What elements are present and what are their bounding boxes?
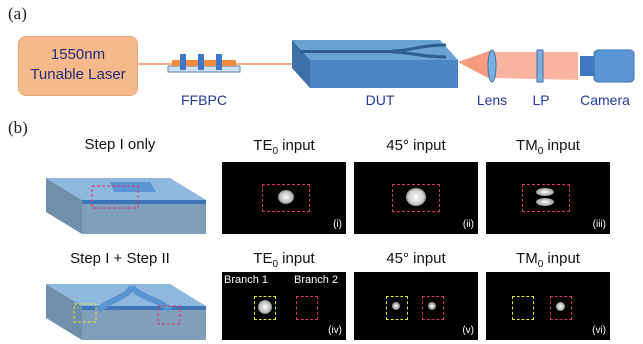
camera-image-vi: (vi) bbox=[486, 272, 610, 340]
subfigure-label-ii: (ii) bbox=[462, 219, 474, 230]
step-one-title: Step I only bbox=[84, 136, 156, 153]
subfigure-label-vi: (vi) bbox=[592, 325, 606, 336]
mode-spot bbox=[406, 188, 426, 206]
panel-a-label: (a) bbox=[8, 4, 27, 23]
branch-1-label: Branch 1 bbox=[224, 274, 269, 286]
lp-label: LP bbox=[532, 92, 550, 108]
lens-label: Lens bbox=[476, 92, 508, 108]
camera-image-ii: (ii) bbox=[354, 162, 478, 234]
tm0-input-title-row2: TM0 input bbox=[516, 250, 580, 270]
magenta-roi-box bbox=[392, 184, 440, 212]
yellow-roi-box bbox=[512, 296, 534, 320]
lens-icon bbox=[487, 49, 497, 83]
laser-type-label: Tunable Laser bbox=[30, 66, 126, 83]
magenta-roi-box bbox=[550, 296, 572, 320]
te0-input-title-row1: TE0 input bbox=[253, 137, 315, 157]
ffbpc-label: FFBPC bbox=[181, 92, 227, 108]
camera-image-iii: (iii) bbox=[486, 162, 610, 234]
panel-b-label: (b) bbox=[8, 118, 28, 137]
magenta-roi-box bbox=[296, 296, 318, 320]
te0-input-title-row2: TE0 input bbox=[253, 250, 315, 270]
yellow-roi-box bbox=[254, 296, 276, 320]
dut-label: DUT bbox=[365, 92, 395, 108]
dut-chip-icon bbox=[292, 40, 458, 88]
camera-image-v: (v) bbox=[354, 272, 478, 340]
mode-spot-branch2 bbox=[556, 302, 565, 311]
camera-image-i: (i) bbox=[222, 162, 346, 234]
mode-spot bbox=[258, 300, 272, 314]
mode-spot-lower bbox=[536, 198, 554, 206]
mode-spot-branch1 bbox=[392, 302, 400, 310]
linear-polarizer-icon bbox=[536, 49, 544, 83]
step-one-two-title: Step I + Step II bbox=[70, 250, 170, 267]
laser-wavelength-label: 1550nm bbox=[50, 46, 106, 63]
mode-spot-upper bbox=[536, 188, 554, 196]
tm0-input-title-row1: TM0 input bbox=[516, 137, 580, 157]
camera-label: Camera bbox=[580, 92, 630, 108]
subfigure-label-iv: (iv) bbox=[328, 325, 342, 336]
step-one-device-illustration bbox=[46, 178, 206, 234]
subfigure-label-iii: (iii) bbox=[592, 219, 606, 230]
45deg-input-title-row2: 45° input bbox=[386, 250, 446, 267]
camera-image-iv: Branch 1 Branch 2 (iv) bbox=[222, 272, 346, 340]
step-one-two-device-illustration bbox=[46, 284, 206, 340]
magenta-roi-box bbox=[262, 184, 310, 212]
subfigure-label-i: (i) bbox=[333, 219, 342, 230]
magenta-roi-box bbox=[522, 184, 570, 212]
ffbpc-icon bbox=[167, 54, 241, 73]
magenta-roi-box bbox=[422, 296, 444, 320]
45deg-input-title-row1: 45° input bbox=[386, 137, 446, 154]
mode-spot bbox=[278, 190, 294, 204]
branch-2-label: Branch 2 bbox=[294, 274, 339, 286]
optical-setup-diagram bbox=[136, 40, 635, 88]
subfigure-label-v: (v) bbox=[462, 325, 474, 336]
tunable-laser-box: 1550nm Tunable Laser bbox=[18, 36, 138, 96]
mode-spot-branch2 bbox=[428, 302, 436, 310]
output-beam bbox=[458, 50, 492, 80]
camera-icon bbox=[580, 49, 635, 83]
yellow-roi-box bbox=[386, 296, 408, 320]
